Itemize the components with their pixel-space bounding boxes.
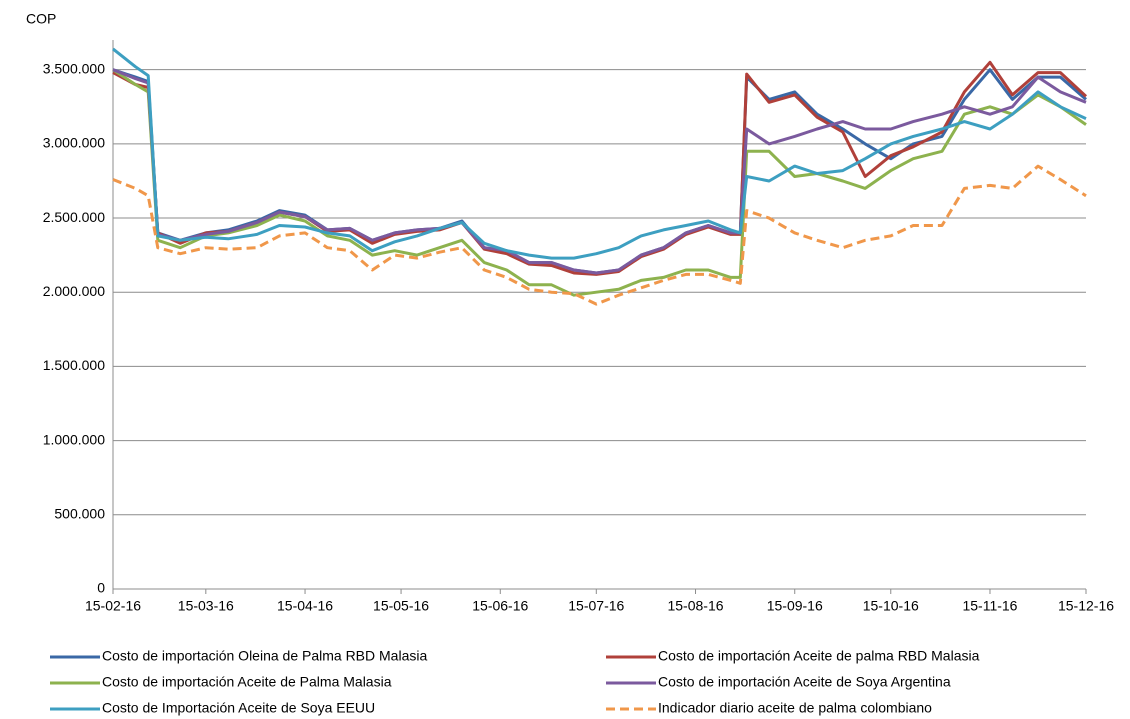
- legend-label: Indicador diario aceite de palma colombi…: [658, 700, 932, 716]
- x-tick-label: 15-07-16: [568, 598, 624, 614]
- x-tick-label: 15-09-16: [767, 598, 823, 614]
- legend-label: Costo de importación Aceite de Palma Mal…: [102, 674, 392, 690]
- x-tick-label: 15-12-16: [1058, 598, 1114, 614]
- y-tick-label: 500.000: [54, 506, 105, 522]
- x-tick-label: 15-02-16: [85, 598, 141, 614]
- y-tick-label: 2.500.000: [43, 209, 105, 225]
- legend-label: Costo de Importación Aceite de Soya EEUU: [102, 700, 375, 716]
- x-tick-label: 15-10-16: [863, 598, 919, 614]
- series-line: [112, 164, 1087, 306]
- y-tick-label: 3.500.000: [43, 60, 105, 76]
- x-tick-label: 15-06-16: [472, 598, 528, 614]
- series-line: [112, 68, 1087, 275]
- x-tick-label: 15-08-16: [667, 598, 723, 614]
- series-line: [112, 47, 1087, 260]
- y-tick-label: 1.000.000: [43, 431, 105, 447]
- legend-label: Costo de importación Oleina de Palma RBD…: [102, 648, 427, 664]
- x-tick-label: 15-05-16: [373, 598, 429, 614]
- legend-label: Costo de importación Aceite de palma RBD…: [658, 648, 980, 664]
- series-line: [112, 68, 1087, 297]
- x-tick-label: 15-03-16: [178, 598, 234, 614]
- y-tick-label: 1.500.000: [43, 357, 105, 373]
- y-tick-label: 2.000.000: [43, 283, 105, 299]
- series-line: [112, 68, 1087, 275]
- legend-label: Costo de importación Aceite de Soya Arge…: [658, 674, 951, 690]
- y-tick-label: 3.000.000: [43, 135, 105, 151]
- y-axis-label: COP: [26, 11, 56, 27]
- x-tick-label: 15-04-16: [277, 598, 333, 614]
- y-tick-label: 0: [97, 580, 105, 596]
- series-line: [112, 60, 1088, 276]
- x-tick-label: 15-11-16: [962, 598, 1017, 614]
